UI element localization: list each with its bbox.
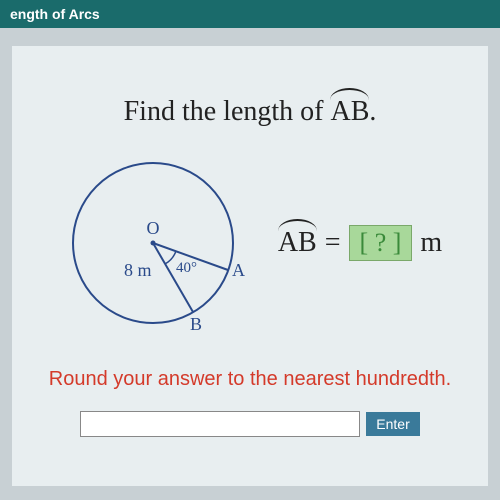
header-title: ength of Arcs (10, 6, 100, 22)
center-label: O (146, 218, 159, 238)
formula-lhs: AB (278, 227, 317, 258)
arc-symbol-icon (278, 219, 317, 231)
unit-label: m (420, 227, 442, 259)
rounding-instruction: Round your answer to the nearest hundred… (22, 368, 478, 391)
circle-svg: O 8 m 40° A B (58, 148, 248, 338)
radius-ob (153, 243, 193, 312)
question-suffix: . (369, 96, 376, 127)
point-a-label: A (232, 260, 245, 280)
equals-sign: = (325, 227, 341, 259)
arc-ab-inline: AB (330, 96, 369, 128)
radius-label: 8 m (124, 260, 152, 280)
diagram-formula-row: O 8 m 40° A B AB = [ ? ]m (22, 148, 478, 338)
answer-input[interactable] (80, 411, 360, 437)
point-b-label: B (190, 314, 202, 334)
center-dot (150, 241, 155, 246)
question-text: Find the length of AB. (22, 96, 478, 128)
header-bar: ength of Arcs (0, 0, 500, 28)
formula: AB = [ ? ]m (278, 225, 442, 261)
formula-arc-ab: AB (278, 227, 317, 259)
question-prefix: Find the length of (124, 96, 331, 127)
content-panel: Find the length of AB. O 8 m 40° A B (12, 46, 488, 486)
answer-placeholder-box: [ ? ] (349, 225, 413, 261)
answer-input-row: Enter (22, 411, 478, 437)
enter-button[interactable]: Enter (366, 412, 419, 436)
angle-label: 40° (176, 260, 197, 276)
arc-label: AB (330, 96, 369, 127)
angle-arc (165, 251, 176, 264)
circle-diagram: O 8 m 40° A B (58, 148, 248, 338)
arc-symbol-icon (330, 88, 369, 100)
